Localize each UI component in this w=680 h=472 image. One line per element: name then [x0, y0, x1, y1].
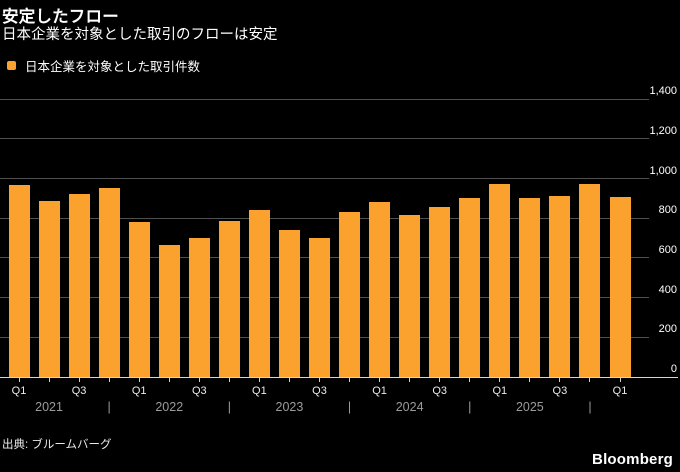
x-axis-tick [288, 377, 290, 382]
bar [369, 202, 391, 377]
year-label: 2025 [515, 400, 544, 414]
chart-subtitle: 日本企業を対象とした取引のフローは安定 [2, 27, 278, 43]
bar [98, 187, 120, 377]
x-axis-line [0, 376, 678, 378]
x-axis-tick [18, 377, 20, 382]
bar [399, 215, 421, 377]
quarter-label: Q1 [612, 385, 628, 397]
x-axis-tick [349, 377, 351, 382]
bar [68, 193, 90, 377]
bar [128, 222, 150, 377]
year-separator: | [227, 400, 231, 414]
gridline [0, 138, 649, 140]
y-axis-label: 1,400 [649, 85, 677, 98]
quarter-label: Q3 [191, 385, 207, 397]
x-axis-tick [138, 377, 140, 382]
x-axis-tick [319, 377, 320, 382]
x-axis-tick [499, 377, 501, 382]
y-axis-label: 200 [658, 323, 677, 336]
year-label: 2023 [275, 400, 304, 414]
page-title: 安定したフロー [2, 8, 119, 26]
bar [549, 196, 571, 377]
bar [519, 198, 541, 377]
bar [188, 238, 210, 377]
x-axis-tick [589, 377, 591, 382]
y-axis-label: 0 [670, 363, 677, 375]
source-credit: 出典: ブルームバーグ [2, 439, 112, 451]
bar [429, 207, 451, 377]
bar [38, 201, 60, 377]
x-axis-tick [168, 377, 170, 382]
bar [459, 198, 481, 377]
year-label: 2021 [35, 400, 63, 414]
x-axis-tick [108, 377, 110, 382]
year-separator: | [588, 400, 592, 414]
year-separator: | [347, 400, 352, 414]
y-axis-label: 800 [658, 204, 677, 217]
year-separator: | [468, 400, 472, 414]
x-axis-tick [469, 377, 471, 382]
bar [309, 238, 330, 377]
bar [158, 245, 180, 377]
gridline [0, 217, 649, 219]
quarter-label: Q3 [552, 385, 568, 397]
x-axis-tick [198, 377, 200, 382]
bar [248, 210, 270, 377]
chart-legend: 日本企業を対象とした取引件数 [7, 56, 200, 75]
bar [489, 183, 511, 377]
y-axis-label: 1,000 [649, 164, 677, 177]
bar [339, 212, 361, 377]
x-axis-tick [379, 377, 381, 382]
quarter-label: Q1 [11, 385, 27, 397]
year-label: 2022 [155, 400, 184, 414]
x-axis-tick [559, 377, 561, 382]
x-axis-tick [258, 377, 260, 382]
bloomberg-logo: Bloomberg [592, 451, 673, 468]
quarter-label: Q1 [372, 385, 387, 397]
legend-label: 日本企業を対象とした取引件数 [25, 60, 201, 74]
x-axis-tick [228, 377, 230, 382]
gridline [0, 98, 649, 100]
bar [579, 183, 601, 377]
bar [278, 230, 300, 377]
x-axis-tick [48, 377, 50, 382]
quarter-label: Q3 [71, 385, 87, 397]
quarter-label: Q1 [492, 385, 508, 397]
gridline [0, 178, 649, 180]
quarter-label: Q3 [432, 385, 448, 397]
bar [609, 197, 631, 377]
x-axis-tick [619, 377, 621, 382]
y-axis-label: 1,200 [649, 124, 677, 137]
year-separator: | [107, 400, 111, 414]
bar [8, 184, 30, 377]
bar [218, 221, 240, 377]
x-axis-tick [409, 377, 411, 382]
x-axis-tick [529, 377, 531, 382]
y-axis-label: 600 [658, 243, 677, 256]
x-axis-tick [78, 377, 80, 382]
quarter-label: Q3 [312, 385, 327, 397]
x-axis-tick [439, 377, 441, 382]
quarter-label: Q1 [131, 385, 147, 397]
quarter-label: Q1 [252, 385, 267, 397]
year-label: 2024 [395, 400, 424, 414]
legend-swatch-icon [7, 61, 16, 70]
y-axis-label: 400 [658, 283, 677, 296]
